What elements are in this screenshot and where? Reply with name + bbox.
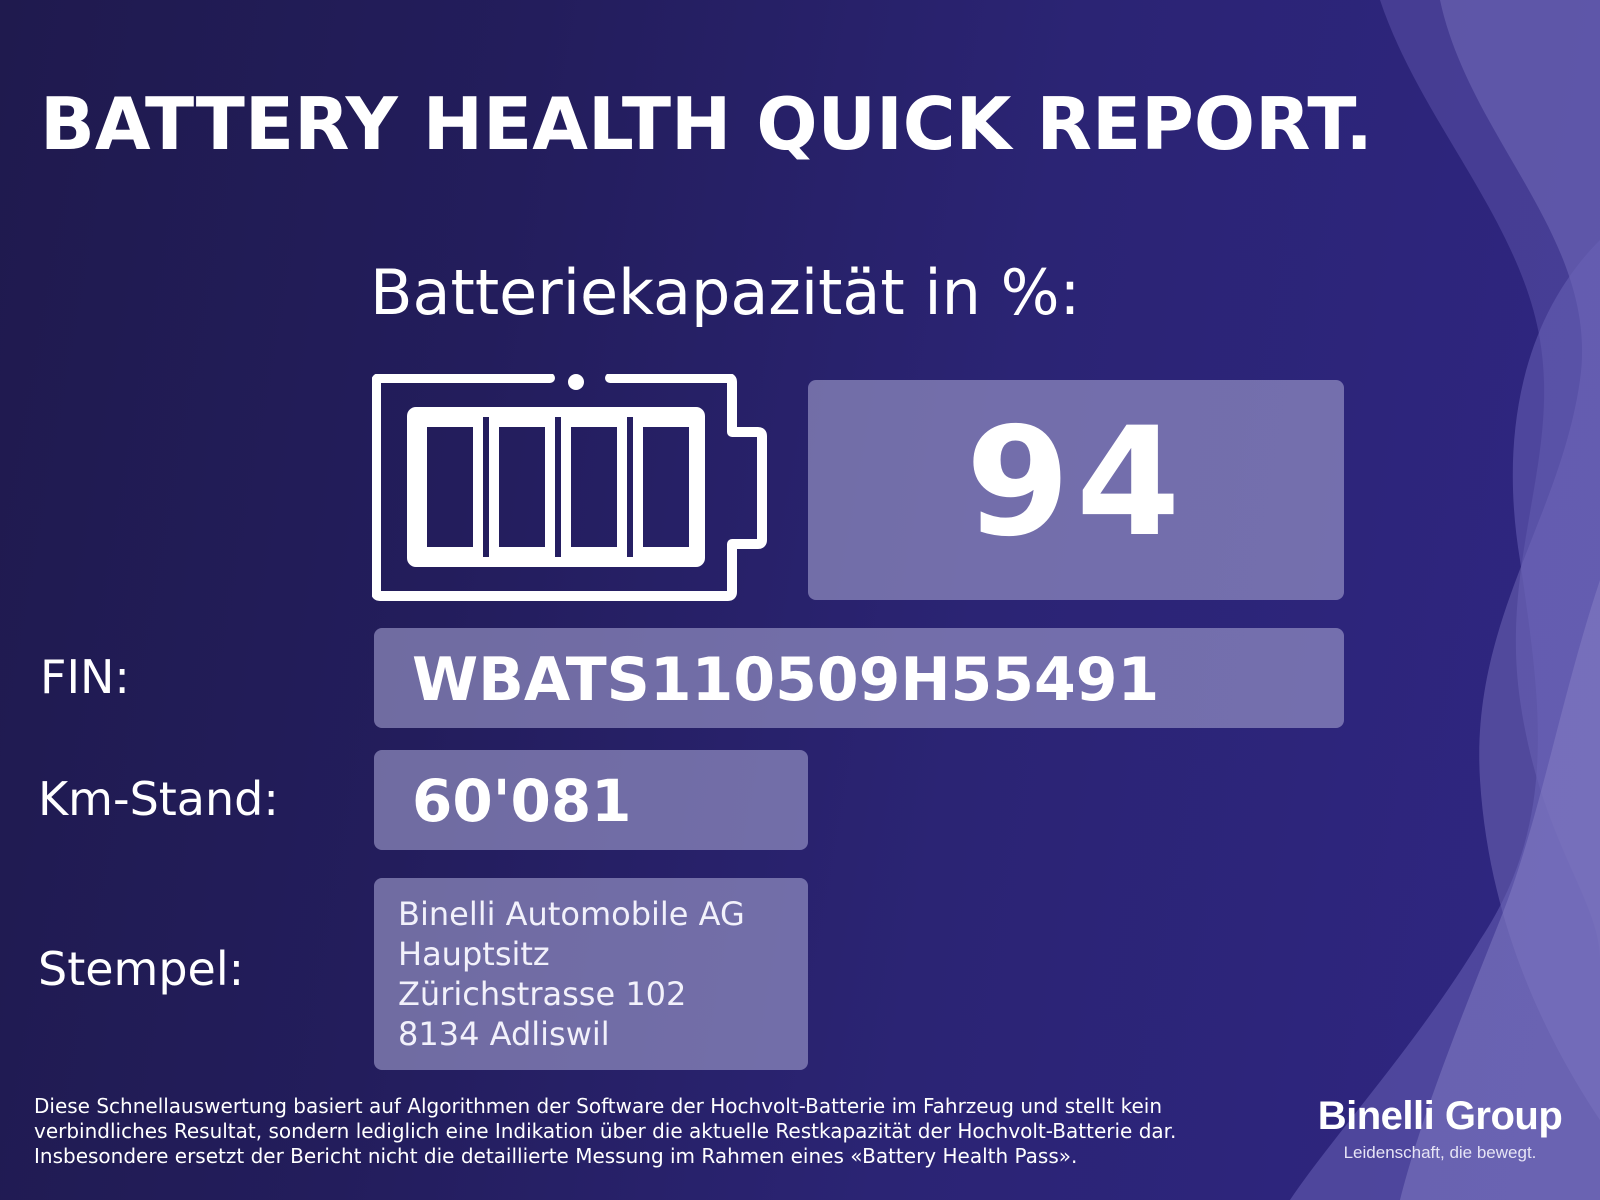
capacity-value-box: 94 xyxy=(808,380,1344,600)
km-label: Km-Stand: xyxy=(38,772,279,826)
km-value-box: 60'081 xyxy=(374,750,808,850)
report-title: BATTERY HEALTH QUICK REPORT. xyxy=(40,82,1373,166)
disclaimer: Diese Schnellauswertung basiert auf Algo… xyxy=(34,1094,1264,1169)
stamp-box: Binelli Automobile AG Hauptsitz Zürichst… xyxy=(374,878,808,1070)
fin-value-box: WBATS110509H55491 xyxy=(374,628,1344,728)
stamp-label: Stempel: xyxy=(38,942,245,996)
fin-value: WBATS110509H55491 xyxy=(412,645,1160,715)
disclaimer-line: Diese Schnellauswertung basiert auf Algo… xyxy=(34,1094,1163,1118)
capacity-value: 94 xyxy=(965,396,1187,570)
disclaimer-line: Insbesondere ersetzt der Bericht nicht d… xyxy=(34,1144,1078,1168)
stamp-address: Binelli Automobile AG Hauptsitz Zürichst… xyxy=(398,894,745,1054)
capacity-heading: Batteriekapazität in %: xyxy=(370,256,1081,329)
stamp-line-street: Zürichstrasse 102 xyxy=(398,975,687,1013)
stamp-line-company: Binelli Automobile AG xyxy=(398,895,745,933)
battery-full-icon xyxy=(372,374,767,601)
brand-tagline: Leidenschaft, die bewegt. xyxy=(1343,1143,1537,1162)
stamp-line-city: 8134 Adliswil xyxy=(398,1015,610,1053)
stamp-line-branch: Hauptsitz xyxy=(398,935,550,973)
disclaimer-line: verbindliches Resultat, sondern lediglic… xyxy=(34,1119,1177,1143)
km-value: 60'081 xyxy=(412,767,632,835)
brand-logo: Binelli Group Leidenschaft, die bewegt. xyxy=(1310,1096,1570,1161)
fin-label: FIN: xyxy=(40,650,130,704)
brand-name: Binelli Group xyxy=(1317,1094,1563,1138)
